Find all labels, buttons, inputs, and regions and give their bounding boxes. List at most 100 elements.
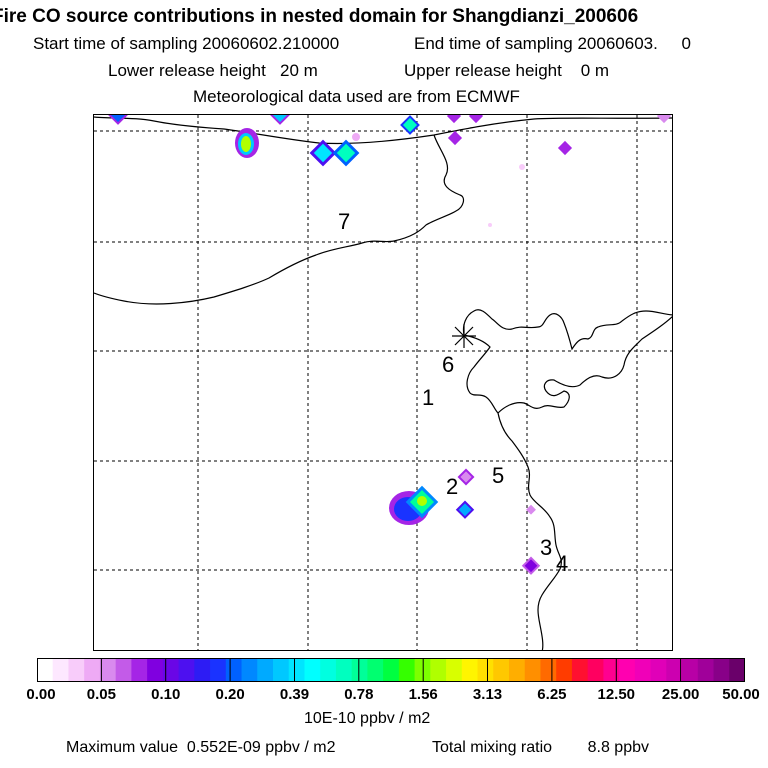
map-plot: 7 6 1 2 5 3 4: [93, 114, 673, 651]
total-mixing-label: Total mixing ratio 8.8 ppbv: [432, 739, 649, 756]
colorbar-cell: [493, 658, 510, 682]
north-top-source-6: [447, 130, 463, 146]
colorbar-cell: [587, 658, 604, 682]
met-data-label: Meteorological data used are from ECMWF: [193, 87, 520, 106]
chart-title: Fire CO source contributions in nested d…: [0, 6, 639, 27]
colorbar-tick-label: 50.00: [722, 686, 760, 703]
north-top-source-4: [468, 115, 484, 124]
point-label-7: 7: [338, 209, 350, 234]
colorbar-cell: [241, 658, 258, 682]
colorbar-cell: [446, 658, 463, 682]
colorbar-cell: [68, 658, 85, 682]
bohai-coastline: [462, 309, 672, 414]
station-asterisk-marker: [452, 324, 476, 348]
colorbar-tick-label: 0.39: [279, 686, 310, 703]
colorbar-cell: [99, 658, 117, 682]
south-coastline: [497, 412, 562, 650]
colorbar-cell: [84, 658, 101, 682]
colorbar-cell: [540, 658, 557, 682]
colorbar-cell: [367, 658, 384, 682]
north-top-source-8: [656, 115, 672, 124]
point-label-3: 3: [540, 535, 552, 560]
colorbar-cell: [461, 658, 479, 682]
point-label-4: 4: [556, 551, 568, 576]
south-small-source: [455, 500, 475, 519]
colorbar-tick-label: 0.20: [215, 686, 245, 703]
colorbar-tick-label: 6.25: [537, 686, 567, 703]
colorbar-cell: [619, 658, 636, 682]
coast-3-4-source: [521, 556, 541, 575]
colorbar-cell: [320, 658, 337, 682]
north-coast-source-c: [332, 139, 360, 167]
colorbar-tick-label: 0.78: [344, 686, 374, 703]
colorbar-cell: [131, 658, 148, 682]
end-time-label: End time of sampling 20060603. 0: [414, 34, 691, 53]
colorbar: [37, 658, 745, 682]
colorbar-cell: [225, 658, 243, 682]
colorbar-tick-label: 0.05: [86, 686, 116, 703]
coast-dot-1: [526, 504, 536, 515]
colorbar-cell: [556, 658, 573, 682]
mid-source: [457, 468, 475, 486]
colorbar-cell: [178, 658, 195, 682]
colorbar-cell: [383, 658, 400, 682]
point-label-6: 6: [442, 352, 454, 377]
point-label-2: 2: [446, 474, 458, 499]
south-cluster-core: [417, 496, 427, 506]
north-faint-source-2: [519, 164, 525, 170]
colorbar-cell: [273, 658, 290, 682]
colorbar-cell: [398, 658, 416, 682]
north-top-source-5: [400, 115, 420, 135]
colorbar-cell: [304, 658, 321, 682]
colorbar-cell: [115, 658, 132, 682]
colorbar-cell: [697, 658, 715, 682]
colorbar-tick-label: 25.00: [661, 686, 700, 703]
colorbar-tick-label: 0.00: [26, 686, 56, 703]
north-top-source: [108, 115, 128, 125]
start-time-label: Start time of sampling 20060602.210000: [33, 34, 340, 53]
peninsula-coastline: [94, 134, 465, 305]
colorbar-cell: [257, 658, 274, 682]
colorbar-cell: [729, 658, 745, 682]
point-label-5: 5: [492, 463, 504, 488]
colorbar-cell: [147, 658, 164, 682]
colorbar-cell: [713, 658, 730, 682]
colorbar-tick-label: 3.13: [472, 686, 503, 703]
north-coast-source-b: [309, 139, 337, 167]
colorbar-cell: [52, 658, 69, 682]
colorbar-cell: [634, 658, 652, 682]
map-svg: 7 6 1 2 5 3 4: [94, 115, 672, 650]
colorbar-cell: [477, 658, 494, 682]
colorbar-cell: [682, 658, 699, 682]
colorbar-cell: [194, 658, 211, 682]
colorbar-tick-label: 0.10: [151, 686, 181, 703]
colorbar-cell: [288, 658, 305, 682]
colorbar-cell: [351, 658, 368, 682]
north-coast-source-a-core: [241, 136, 251, 152]
colorbar-cell: [162, 658, 180, 682]
colorbar-cell: [666, 658, 683, 682]
colorbar-tick-label: 1.56: [408, 686, 438, 703]
north-faint-source-3: [488, 223, 492, 227]
north-coastline: [94, 116, 672, 145]
max-value-label: Maximum value 0.552E-09 ppbv / m2: [66, 739, 336, 756]
north-top-source-2: [270, 115, 290, 125]
north-top-source-3: [446, 115, 462, 124]
colorbar-tick-label: 12.50: [597, 686, 636, 703]
upper-release-label: Upper release height 0 m: [404, 61, 610, 80]
colorbar-cell: [571, 658, 589, 682]
north-top-source-7: [557, 140, 573, 156]
colorbar-cell: [603, 658, 620, 682]
colorbar-cell: [37, 658, 54, 682]
point-label-1: 1: [422, 385, 434, 410]
fire-sources: [108, 115, 672, 575]
colorbar-cell: [210, 658, 227, 682]
lower-release-label: Lower release height 20 m: [108, 61, 318, 80]
north-faint-source: [352, 133, 360, 141]
colorbar-cell: [509, 658, 526, 682]
colorbar-cell: [430, 658, 447, 682]
colorbar-cell: [650, 658, 667, 682]
colorbar-cell: [335, 658, 353, 682]
colorbar-cell: [524, 658, 541, 682]
unit-label: 10E-10 ppbv / m2: [304, 710, 431, 727]
